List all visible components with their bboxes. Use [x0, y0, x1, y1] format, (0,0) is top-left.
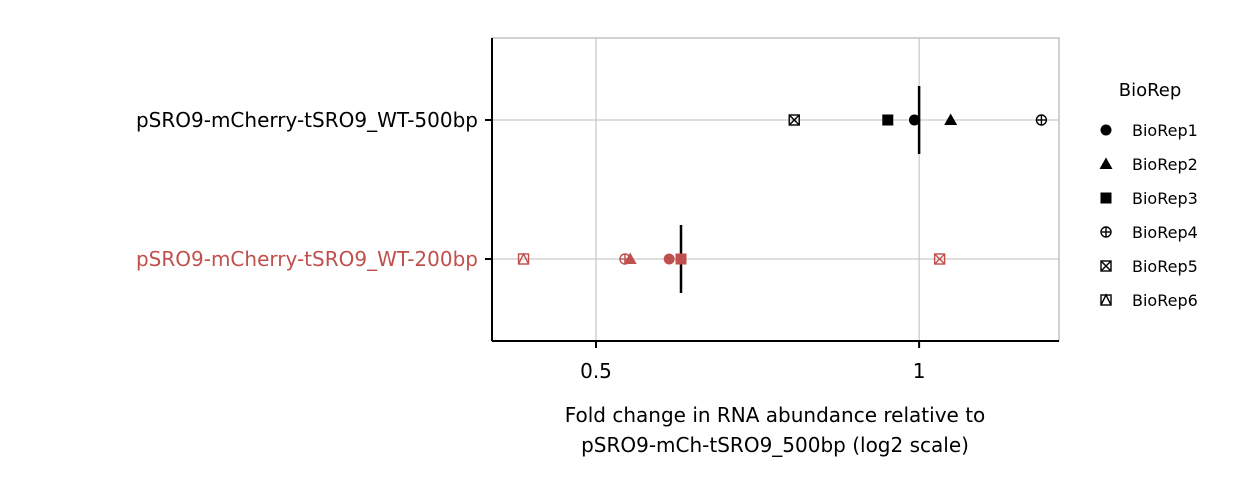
- x-axis-title-line2: pSRO9-mCh-tSRO9_500bp (log2 scale): [581, 433, 969, 457]
- legend-key-biorep4: [1100, 226, 1112, 238]
- legend-label: BioRep5: [1132, 257, 1198, 276]
- x-tick-label: 0.5: [580, 359, 612, 383]
- legend-label: BioRep1: [1132, 121, 1198, 140]
- point-biorep1: [663, 253, 675, 265]
- legend: BioRep BioRep1 BioRep2 BioRep3 BioRep4 BioRe…: [1099, 80, 1198, 310]
- legend-key-biorep2: [1099, 157, 1113, 169]
- x-axis-ticks: 0.5 1: [580, 341, 925, 383]
- legend-key-biorep6: [1100, 293, 1112, 306]
- point-biorep5: [788, 114, 800, 126]
- point-biorep3: [882, 114, 894, 126]
- legend-key-biorep5: [1100, 260, 1112, 272]
- point-biorep3: [675, 253, 687, 265]
- legend-label: BioRep3: [1132, 189, 1198, 208]
- legend-label: BioRep2: [1132, 155, 1198, 174]
- y-category-label: pSRO9-mCherry-tSRO9_WT-500bp: [136, 108, 478, 132]
- point-biorep4: [619, 253, 631, 265]
- point-biorep2: [944, 113, 958, 125]
- point-biorep5: [933, 253, 946, 265]
- y-axis-categories: pSRO9-mCherry-tSRO9_WT-500bp pSRO9-mCherr…: [136, 108, 492, 271]
- x-tick-label: 1: [913, 359, 926, 383]
- point-biorep4: [1035, 114, 1048, 126]
- y-category-label: pSRO9-mCherry-tSRO9_WT-200bp: [136, 247, 478, 271]
- legend-key-biorep1: [1100, 124, 1112, 136]
- plot-panel: [491, 37, 1060, 342]
- x-axis-title-line1: Fold change in RNA abundance relative to: [565, 403, 986, 427]
- point-biorep1: [908, 114, 920, 126]
- legend-label: BioRep6: [1132, 291, 1198, 310]
- legend-key-biorep3: [1100, 192, 1112, 204]
- data-points: [517, 113, 1048, 265]
- legend-title: BioRep: [1119, 80, 1182, 101]
- point-biorep6: [517, 252, 530, 265]
- legend-label: BioRep4: [1132, 223, 1198, 242]
